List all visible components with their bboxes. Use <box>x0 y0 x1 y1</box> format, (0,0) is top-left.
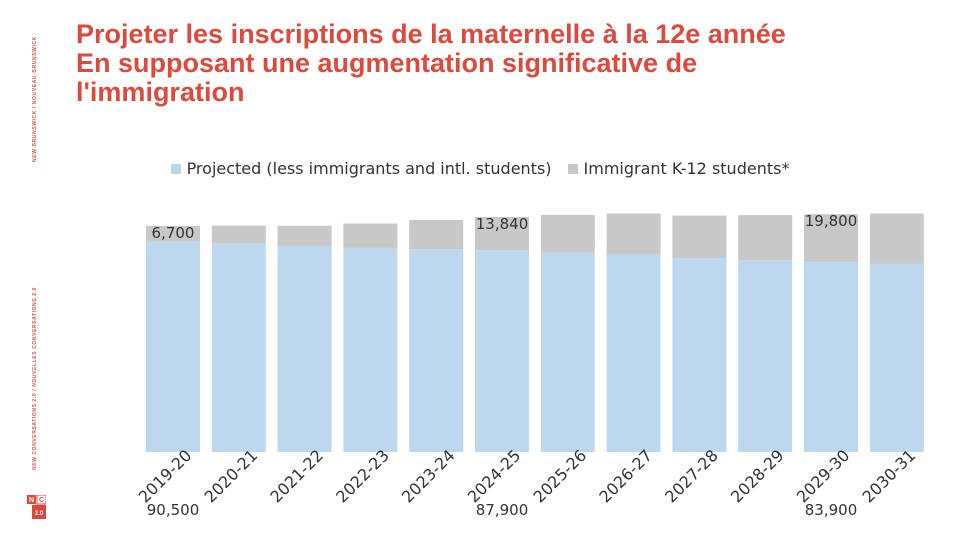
logo-letter-c: C <box>39 497 44 504</box>
x-tick-label: 2026-27 <box>595 446 656 507</box>
bar-immigrant-2027-28 <box>672 215 727 259</box>
x-tick-label: 2025-26 <box>530 446 591 507</box>
bar-projected-2023-24 <box>409 249 464 452</box>
bar-projected-2019-20 <box>146 241 200 452</box>
bar-immigrant-2028-29 <box>738 215 793 261</box>
bar-immigrant-2030-31 <box>869 213 924 264</box>
legend-item-projected: Projected (less immigrants and intl. stu… <box>170 159 552 178</box>
x-tick-label: 2020-21 <box>201 446 262 507</box>
bar-projected-2024-25 <box>475 250 529 452</box>
x-tick-label: 2029-30 <box>793 446 854 507</box>
bar-immigrant-2029-30 <box>804 214 858 262</box>
bar-projected-2021-22 <box>277 246 332 452</box>
legend-label-projected: Projected (less immigrants and intl. stu… <box>186 159 552 178</box>
bar-projected-2026-27 <box>606 254 661 452</box>
chart-legend: Projected (less immigrants and intl. stu… <box>0 159 960 178</box>
logo-version: 2.0 <box>35 511 44 517</box>
x-tick-label: 2027-28 <box>661 446 722 507</box>
legend-label-immigrant: Immigrant K-12 students* <box>583 159 790 178</box>
data-label: 13,840 <box>476 215 529 233</box>
bar-immigrant-2026-27 <box>606 213 661 255</box>
x-tick-label: 2021-22 <box>266 446 327 507</box>
data-label: 19,800 <box>805 212 858 230</box>
bar-immigrant-2020-21 <box>211 225 266 244</box>
bar-projected-2029-30 <box>804 261 858 452</box>
data-label: 83,900 <box>805 501 858 519</box>
bar-immigrant-2024-25 <box>475 216 529 251</box>
bar-immigrant-2019-20 <box>146 225 200 242</box>
x-tick-label: 2023-24 <box>398 446 459 507</box>
bar-projected-2025-26 <box>540 252 595 452</box>
x-tick-label: 2028-29 <box>727 446 788 507</box>
title-line-2: En supposant une augmentation significat… <box>76 48 698 78</box>
logo-letter-n: N <box>29 497 34 504</box>
bar-projected-2027-28 <box>672 258 727 452</box>
legend-swatch-projected <box>170 163 181 174</box>
bar-projected-2020-21 <box>211 243 266 452</box>
bar-immigrant-2023-24 <box>409 220 464 250</box>
data-label: 6,700 <box>152 224 195 242</box>
x-tick-label: 2019-20 <box>135 446 196 507</box>
bar-projected-2028-29 <box>738 260 793 452</box>
bar-projected-2022-23 <box>343 247 398 452</box>
nc-logo: N C 2.0 <box>27 495 46 519</box>
title-line-3: l'immigration <box>76 77 245 107</box>
page-title: Projeter les inscriptions de la maternel… <box>76 20 936 107</box>
x-tick-label: 2030-31 <box>859 446 920 507</box>
x-tick-label: 2024-25 <box>464 446 525 507</box>
legend-swatch-immigrant <box>567 163 578 174</box>
data-label: 87,900 <box>476 501 529 519</box>
bar-immigrant-2022-23 <box>343 223 398 248</box>
x-tick-label: 2022-23 <box>332 446 393 507</box>
bar-immigrant-2025-26 <box>540 214 595 253</box>
bar-immigrant-2021-22 <box>277 225 332 247</box>
title-line-1: Projeter les inscriptions de la maternel… <box>76 19 786 49</box>
bar-projected-2030-31 <box>869 263 924 452</box>
data-label: 90,500 <box>147 501 200 519</box>
legend-item-immigrant: Immigrant K-12 students* <box>567 159 790 178</box>
